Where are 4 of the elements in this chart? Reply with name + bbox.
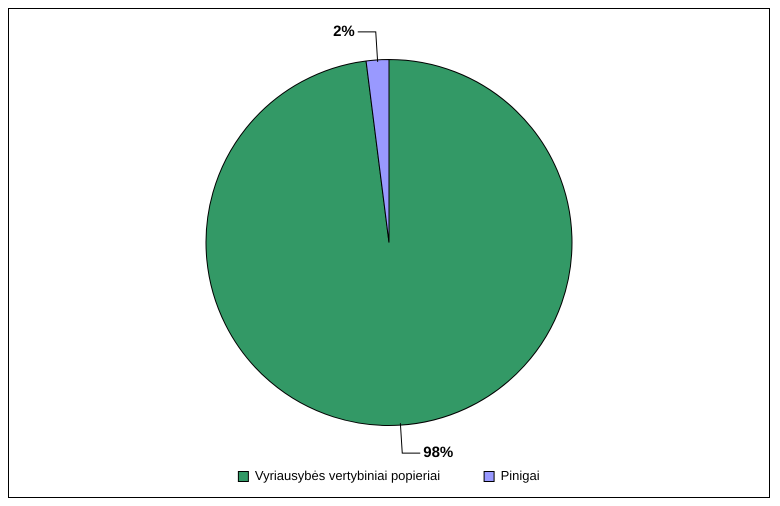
data-label: 2% — [333, 23, 355, 40]
legend-label: Vyriausybės vertybiniai popieriai — [254, 468, 440, 484]
data-label: 98% — [423, 444, 454, 462]
legend-label: Pinigai — [500, 468, 540, 484]
